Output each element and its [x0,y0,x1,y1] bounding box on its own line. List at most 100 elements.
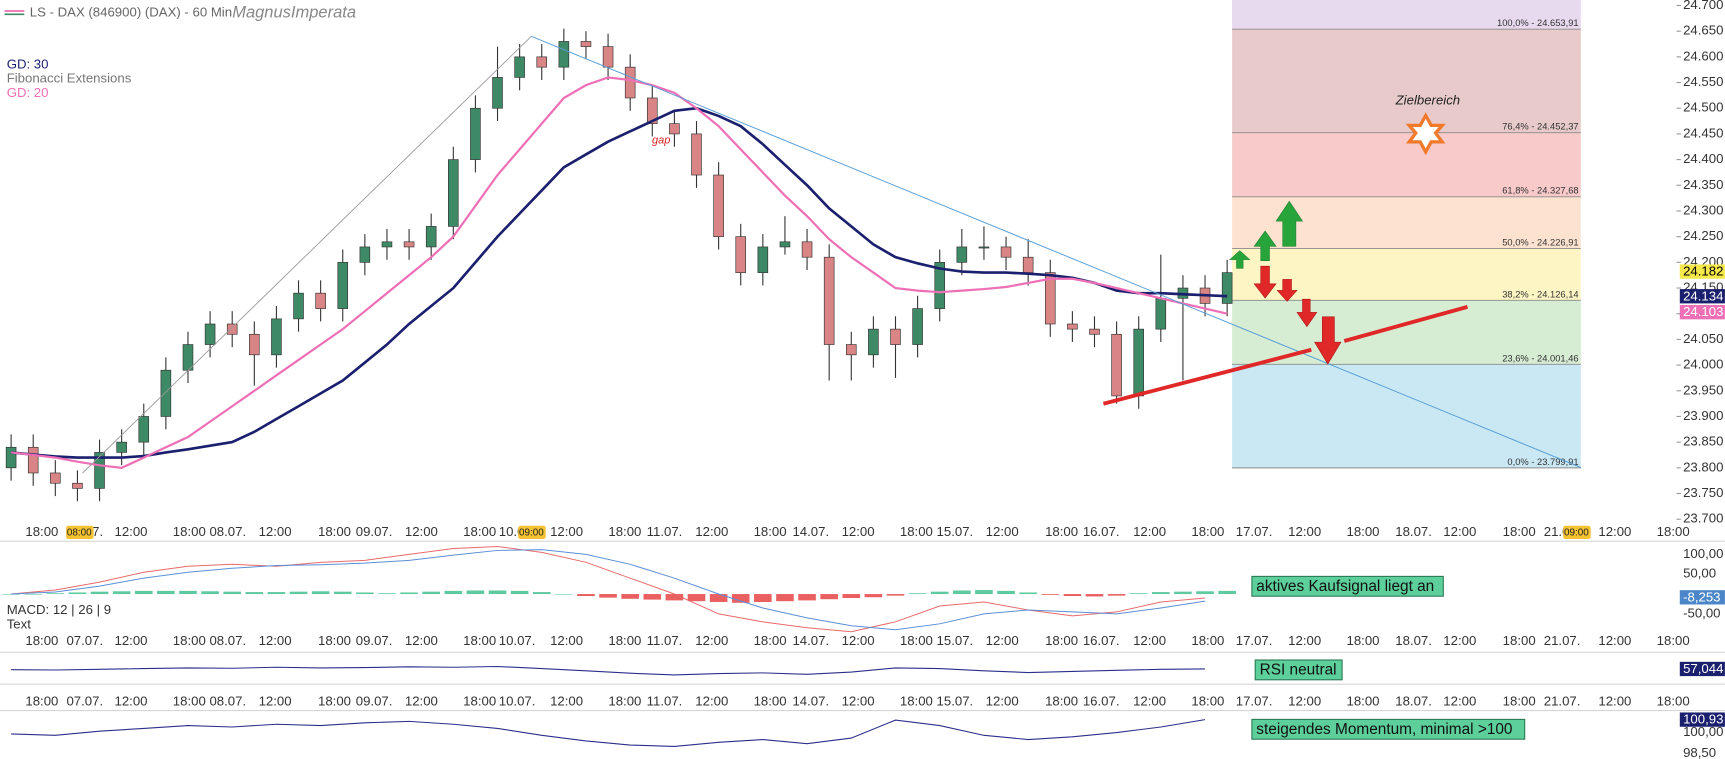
candle-body [624,66,636,99]
macd-bar [1152,592,1170,595]
y-tick-label: 23.850 [1683,434,1723,449]
header-author: MagnusImperata [232,4,356,22]
y-tick-label: 24.250 [1683,228,1723,243]
fib-label: 76,4% - 24.452,37 [1502,122,1578,132]
y-tick-label: 24.400 [1683,151,1723,166]
note-text: aktives Kaufsignal liegt an [1256,578,1434,595]
macd-title: MACD: 12 | 26 | 9 [7,602,111,617]
price-tag-label: 100,93 [1683,712,1723,727]
macd-bar [1107,594,1126,596]
macd-bar [555,594,573,595]
x-tick-label: 12:00 [695,633,728,648]
arrow-down [1276,279,1298,302]
candle-body [5,446,17,469]
x-tick-label: 18:00 [173,633,206,648]
x-tick-label: 12:00 [1133,524,1166,539]
macd-bar [24,594,43,595]
price-tag [1679,712,1725,727]
y-tick-label: 24.500 [1683,100,1723,115]
x-tick-label: 12:00 [1133,693,1166,708]
candle-body [470,107,481,160]
candle-body [823,256,835,345]
x-tick-label: 08.07. [209,693,246,708]
x-tick-label: 18:00 [900,633,933,648]
candle-body [845,344,857,356]
x-tick-label: 18:00 [1191,633,1224,648]
x-tick-label: 18:00 [608,693,641,708]
x-tick-label: 14.07. [792,524,829,539]
x-tick-label: 12:00 [550,693,583,708]
y-tick-label: 24.650 [1683,23,1723,38]
y-tick-label: 24.000 [1683,357,1723,372]
main-panel [5,28,1233,502]
candle-body [1089,328,1100,335]
macd-bar [643,594,662,600]
candle-body [448,159,459,227]
x-tick-label: 18:00 [25,693,58,708]
moving-average [10,106,1228,459]
cursor-label: 09:00 [519,528,544,539]
price-tag-label: -8,253 [1683,589,1720,604]
candle-body [1111,333,1122,397]
candle-body [1000,246,1012,258]
momentum-tick-label: 100,00 [1683,724,1723,739]
candle-body [182,344,194,371]
fib-label: 100,0% - 24.653,91 [1497,18,1579,28]
note-box [1251,718,1526,740]
momentum-tick-label: 98,50 [1683,745,1716,759]
x-tick-label: 12:00 [986,633,1019,648]
candle-body [647,97,658,124]
macd-bar [1063,594,1082,597]
y-tick-label: 23.800 [1683,459,1723,474]
candle-body [72,482,83,489]
x-tick-label: 18:00 [1657,693,1690,708]
candle-body [403,241,415,248]
macd-bar [1129,593,1148,595]
macd-bar [245,592,264,595]
macd-bar [223,591,241,595]
x-tick-label: 12:00 [695,524,728,539]
candle-body [1221,272,1233,304]
y-tick-label: 24.050 [1683,331,1723,346]
x-tick-label: 12:00 [1288,524,1321,539]
macd-bar [599,594,617,598]
macd-tick-label: -50,00 [1683,605,1720,620]
candle-body [779,241,791,248]
candle-body [580,41,592,47]
x-tick-label: 18:00 [900,693,933,708]
macd-bar [621,594,639,599]
y-tick-label: 23.750 [1683,485,1723,500]
legend-entry: Fibonacci Extensions [7,71,132,86]
x-tick-label: 18:00 [900,524,933,539]
macd-bar [864,594,883,598]
price-tag-label: 24.182 [1683,264,1723,279]
x-tick-label: 18:00 [1045,633,1078,648]
price-tag [1679,289,1725,304]
y-tick-label: 24.550 [1683,74,1723,89]
macd-bar [356,592,374,595]
x-tick-label: 12:00 [259,524,292,539]
x-tick-label: 12:00 [1598,633,1631,648]
note-text: RSI neutral [1260,662,1337,679]
macd-bar [798,594,816,601]
macd-bar [532,592,551,595]
x-tick-label: 12:00 [405,524,438,539]
x-tick-label: 18.07. [1395,693,1432,708]
candle-body [801,241,813,258]
candle-body [536,56,548,68]
x-tick-label: 16.07. [1083,693,1120,708]
fib-anchor-line [82,35,532,474]
price-tag-label: 57,044 [1683,661,1723,676]
macd-bar [488,590,507,595]
macd-bar [46,593,65,595]
macd-bar [577,594,595,597]
cursor-label: 08:00 [67,528,92,539]
note-box [1254,659,1343,681]
macd-bar [378,593,396,595]
target-star [1405,112,1446,156]
price-tag [1679,590,1725,605]
arrow-up [1275,200,1304,247]
x-tick-label: 21.07. [1544,693,1581,708]
x-tick-label: 18:00 [1503,633,1536,648]
price-tag-label: 24.134 [1683,288,1723,303]
